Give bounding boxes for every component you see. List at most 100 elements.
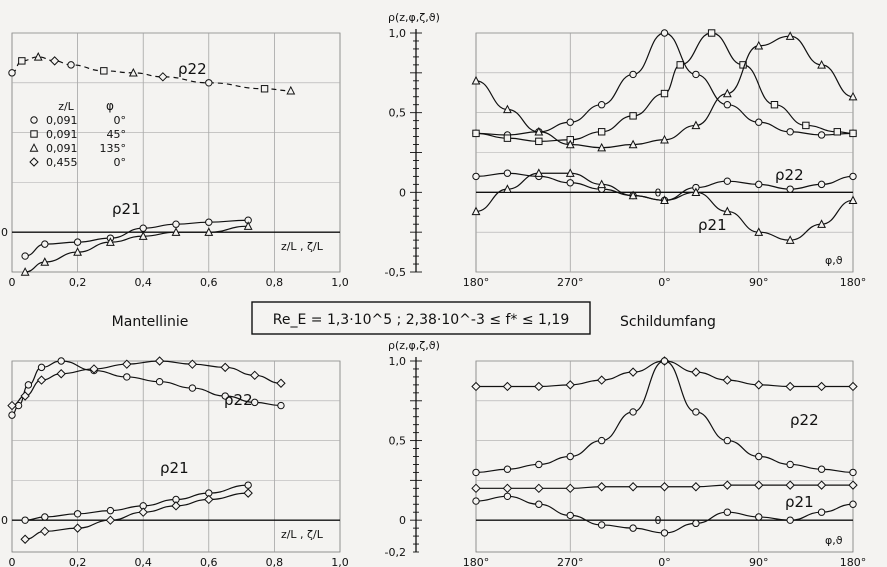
x-tick-label: 0,2: [69, 556, 87, 567]
data-point: [20, 267, 30, 276]
data-point: [41, 240, 49, 248]
chart-bottom-right: 180° 270° 0° 90° 180° 1,0 0,5 0 -0,2 ρ(z,φ,ζ,ϑ) 0 φ…: [385, 339, 867, 567]
data-point: [105, 237, 115, 246]
data-point: [691, 367, 701, 377]
data-point: [660, 89, 669, 98]
data-point: [204, 494, 214, 505]
y-tick-label: 0: [399, 514, 406, 527]
data-point: [503, 169, 512, 177]
y-tick-label: 0: [399, 186, 406, 199]
data-point: [565, 380, 575, 390]
data-point: [172, 220, 180, 228]
data-point: [20, 534, 30, 544]
data-point: [49, 56, 60, 66]
legend-col-phi: φ: [106, 99, 114, 113]
data-point: [629, 70, 637, 79]
data-point: [691, 120, 701, 130]
x-tick-label: 180°: [840, 556, 867, 567]
data-point: [471, 381, 481, 392]
data-point: [770, 101, 779, 109]
data-point: [21, 252, 29, 260]
data-point: [849, 468, 857, 477]
x-tick-label: 270°: [557, 556, 584, 567]
x-tick-label: 180°: [463, 276, 490, 289]
data-point: [597, 142, 607, 152]
data-point: [221, 392, 229, 400]
series-label: ρ22: [790, 411, 819, 429]
data-point: [24, 381, 33, 389]
data-point: [41, 513, 49, 521]
x-tick-label: 0,8: [266, 556, 284, 567]
data-point: [535, 137, 543, 146]
legend-col-z: z/L: [58, 100, 74, 113]
x-axis-label: φ,ϑ: [825, 254, 843, 267]
series-ρ22: [8, 357, 285, 419]
x-tick-label: 180°: [840, 276, 867, 289]
data-point: [244, 481, 252, 489]
data-point: [503, 134, 512, 142]
data-point: [18, 57, 26, 65]
data-point: [534, 168, 544, 177]
data-point: [56, 369, 66, 379]
x-tick-label: 270°: [557, 276, 584, 289]
data-point: [220, 362, 230, 373]
data-point: [471, 206, 481, 216]
series-line: [25, 219, 249, 257]
series-ρ21: [20, 221, 253, 276]
data-point: [243, 221, 253, 230]
legend-z: 0,091: [46, 142, 78, 155]
data-point: [472, 497, 480, 505]
data-point: [786, 516, 794, 524]
zero-label: 0: [655, 514, 662, 527]
chart-top-right: 180° 270° 0° 90° 180° 1,0 0,5 0 -0,5 ρ(z,φ,ζ,ϑ) 0 φ…: [385, 11, 867, 289]
data-point: [755, 513, 763, 521]
y-tick-label: -0,5: [385, 266, 406, 279]
chart-bottom-left: 0 0,2 0,4 0,6 0,8 1,0 0 z/L , ζ/L ρ22 ρ21: [1, 356, 349, 567]
series-label: ρ21: [698, 216, 727, 234]
data-point: [629, 112, 637, 120]
x-tick-label: 1,0: [331, 556, 349, 567]
series-ρ21: [20, 488, 253, 544]
mantellinie-caption: Mantellinie: [112, 314, 189, 330]
data-point: [21, 516, 29, 524]
data-point: [754, 480, 764, 490]
data-point: [503, 465, 512, 473]
data-point: [472, 129, 480, 138]
data-point: [848, 480, 858, 490]
y-tick-label: 1,0: [389, 355, 407, 368]
y-tick-label: -0,2: [385, 546, 406, 559]
schildumfang-caption: Schildumfang: [620, 314, 716, 330]
series-ρ22: [471, 31, 858, 152]
data-point: [187, 359, 198, 369]
series-label: ρ21: [112, 200, 141, 218]
data-point: [277, 401, 285, 410]
y-tick-label: 0,5: [389, 435, 407, 448]
data-point: [534, 381, 544, 392]
data-point: [660, 529, 669, 537]
x-axis-label: z/L , ζ/L: [281, 240, 324, 253]
data-point: [40, 257, 50, 266]
data-point: [40, 526, 50, 537]
data-point: [503, 492, 512, 500]
data-point: [188, 384, 197, 392]
data-point: [138, 507, 148, 517]
x-tick-label: 180°: [463, 556, 490, 567]
data-point: [628, 139, 638, 149]
data-point: [565, 483, 575, 494]
data-point: [534, 126, 544, 136]
data-point: [628, 482, 638, 492]
data-point: [596, 375, 607, 385]
data-point: [73, 510, 82, 518]
data-point: [8, 69, 16, 77]
data-point: [849, 500, 857, 508]
data-point: [660, 29, 669, 37]
data-point: [502, 483, 513, 494]
data-point: [502, 381, 513, 392]
data-point: [691, 187, 701, 197]
data-point: [660, 357, 669, 365]
data-point: [722, 480, 733, 490]
legend-marker: [29, 143, 39, 152]
data-point: [123, 373, 131, 381]
data-point: [754, 40, 764, 50]
data-point: [204, 227, 214, 236]
